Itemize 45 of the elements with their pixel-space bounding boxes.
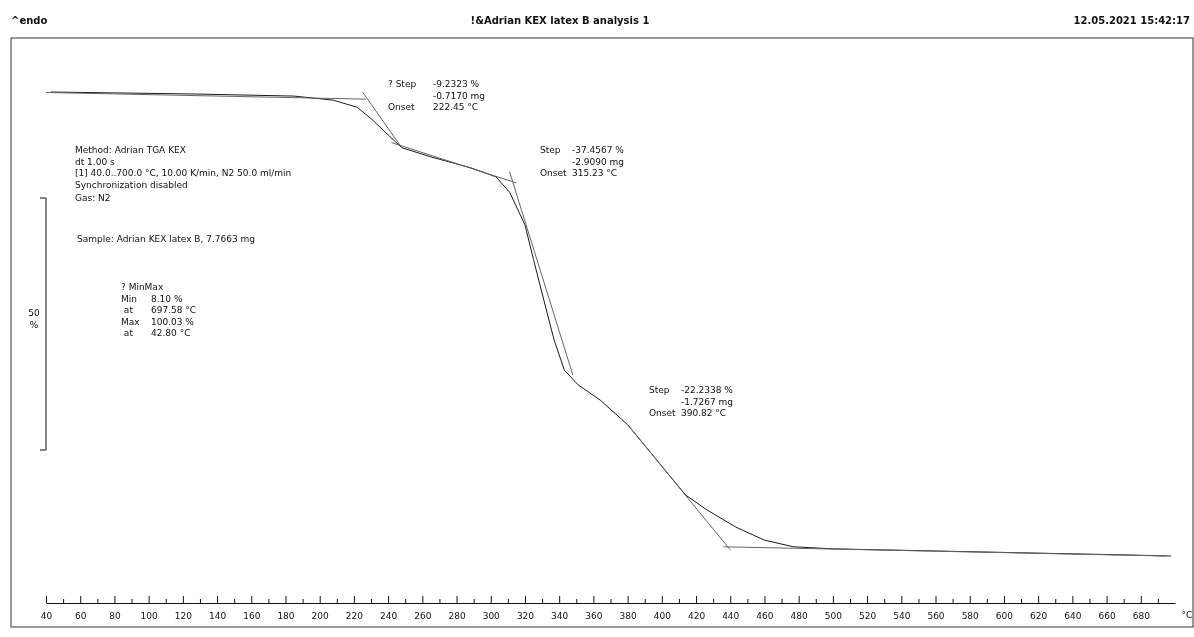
x-tick-label: 260 xyxy=(414,610,432,621)
x-tick-label: 120 xyxy=(174,610,193,621)
annotation: Method: Adrian TGA KEX dt 1.00 s [1] 40.0..700.0 °C, 10.00 K/min, N2 50.0 ml/min Synchronization disabled xyxy=(75,145,292,190)
text: ^endo xyxy=(11,15,48,26)
x-tick-label: 560 xyxy=(927,610,945,621)
x-tick-label: 40 xyxy=(40,610,53,621)
x-tick-label: 580 xyxy=(961,610,980,621)
x-tick-label: 620 xyxy=(1030,610,1048,621)
x-tick-label: 340 xyxy=(551,610,569,621)
annotation: Gas: N2 xyxy=(75,193,111,203)
x-tick-label: 500 xyxy=(824,610,843,621)
annotation: Sample: Adrian KEX latex B, 7.7663 mg xyxy=(77,234,256,244)
x-tick-label: 400 xyxy=(653,610,672,621)
x-tick-label: 480 xyxy=(790,610,809,621)
x-tick-label: 420 xyxy=(687,610,706,621)
text: Step -37.4567 % -2.9090 mg Onset 315.23 °C xyxy=(540,145,625,178)
x-tick-label: 460 xyxy=(756,610,774,621)
text: Step -22.2338 % -1.7267 mg Onset 390.82 °C xyxy=(649,385,734,418)
x-tick-label: 680 xyxy=(1132,610,1151,621)
x-tick-label: 600 xyxy=(995,610,1014,621)
x-tick-label: 440 xyxy=(722,610,740,621)
x-tick-label: 240 xyxy=(380,610,398,621)
x-tick-label: 360 xyxy=(585,610,603,621)
x-tick-label: 640 xyxy=(1064,610,1082,621)
x-tick-label: 220 xyxy=(345,610,364,621)
x-tick-label: 300 xyxy=(482,610,501,621)
text: ? MinMax Min 8.10 % at 697.58 °C Max 100.03 % at 42.80 °C xyxy=(121,282,197,338)
x-tick-label: 380 xyxy=(619,610,637,621)
text: 12.05.2021 15:42:17 xyxy=(1073,15,1191,26)
chart-title: !&Adrian KEX latex B analysis 1 xyxy=(470,15,650,26)
text: ? Step -9.2323 % -0.7170 mg Onset 222.45 °C xyxy=(388,79,486,112)
x-tick-label: 660 xyxy=(1098,610,1116,621)
text: 50 % xyxy=(28,308,40,330)
x-tick-label: 320 xyxy=(516,610,535,621)
x-tick-label: 520 xyxy=(859,610,877,621)
x-tick-label: 180 xyxy=(277,610,295,621)
x-tick-label: 160 xyxy=(243,610,261,621)
x-tick-label: 280 xyxy=(448,610,466,621)
x-tick-label: 80 xyxy=(109,610,121,621)
x-tick-label: 540 xyxy=(893,610,911,621)
x-tick-label: 100 xyxy=(140,610,158,621)
x-tick-label: 200 xyxy=(311,610,330,621)
x-axis-title: °C xyxy=(1181,610,1193,620)
x-tick-label: 60 xyxy=(74,610,87,621)
x-tick-label: 140 xyxy=(208,610,227,621)
